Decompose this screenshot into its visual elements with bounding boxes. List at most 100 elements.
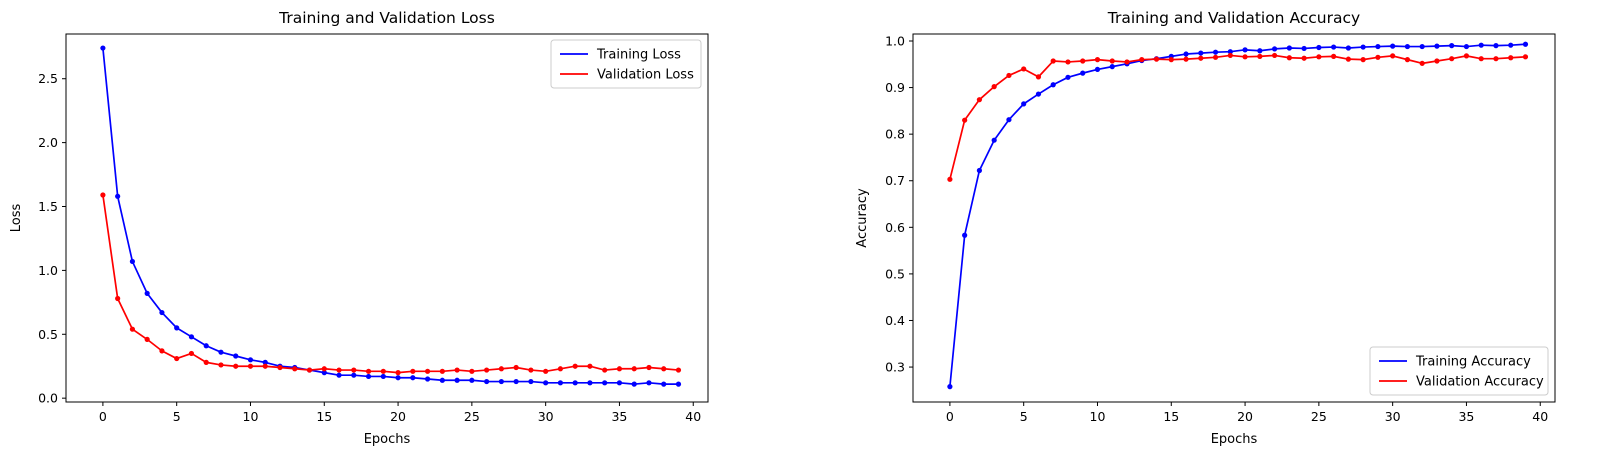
- data-point: [631, 381, 637, 387]
- data-point: [454, 367, 460, 373]
- data-point: [1360, 57, 1366, 63]
- data-point: [543, 380, 549, 386]
- x-tick-label: 25: [464, 409, 480, 424]
- data-point: [1478, 42, 1484, 48]
- x-tick-label: 30: [1385, 409, 1401, 424]
- data-point: [203, 359, 209, 365]
- data-point: [1080, 70, 1086, 76]
- data-point: [1139, 57, 1145, 63]
- data-point: [1463, 53, 1470, 59]
- x-tick-label: 35: [611, 409, 627, 424]
- data-point: [962, 117, 968, 123]
- x-tick-label: 10: [1090, 409, 1106, 424]
- legend-entry: Training Accuracy: [1415, 355, 1531, 370]
- data-point: [174, 355, 180, 362]
- data-point: [1493, 43, 1499, 49]
- legend: Training Loss Validation Loss: [550, 39, 702, 89]
- data-point: [1331, 44, 1337, 50]
- data-point: [513, 364, 519, 371]
- data-point: [528, 367, 534, 373]
- data-point: [424, 368, 431, 374]
- data-point: [218, 349, 224, 355]
- data-point: [1080, 58, 1086, 64]
- data-point: [424, 376, 431, 382]
- data-point: [1463, 43, 1470, 50]
- data-point: [1035, 74, 1042, 80]
- x-tick-label: 0: [946, 409, 954, 424]
- data-point: [247, 363, 254, 369]
- data-point: [1331, 53, 1337, 59]
- y-axis-label: Accuracy: [855, 188, 870, 248]
- data-point: [602, 367, 608, 373]
- data-point: [218, 362, 224, 368]
- data-point: [410, 368, 416, 374]
- data-point: [498, 378, 504, 385]
- data-point: [159, 348, 165, 354]
- y-tick-label: 1.0: [38, 263, 58, 278]
- data-point: [1050, 58, 1056, 64]
- data-point: [1212, 54, 1219, 60]
- data-point: [1390, 43, 1396, 49]
- chart-title: Training and Validation Loss: [278, 9, 495, 27]
- data-point: [991, 137, 997, 143]
- x-tick-label: 15: [1163, 409, 1179, 424]
- legend-box: [550, 39, 702, 89]
- y-tick-label: 0.6: [885, 220, 905, 235]
- data-point: [1094, 66, 1101, 73]
- data-point: [1419, 60, 1425, 66]
- data-point: [616, 366, 623, 372]
- data-point: [947, 384, 953, 390]
- data-point: [646, 380, 652, 386]
- data-point: [1478, 56, 1484, 62]
- x-axis-label: Epochs: [1211, 432, 1258, 447]
- data-point: [1168, 57, 1174, 63]
- data-point: [1449, 43, 1455, 49]
- x-tick-label: 35: [1458, 409, 1474, 424]
- data-point: [395, 370, 401, 376]
- data-point: [1508, 42, 1514, 48]
- data-point: [484, 378, 490, 385]
- data-point: [1153, 56, 1160, 62]
- x-tick-label: 0: [99, 409, 107, 424]
- x-tick-label: 5: [1020, 409, 1028, 424]
- legend: Training Accuracy Validation Accuracy: [1369, 346, 1549, 396]
- data-point: [321, 370, 327, 376]
- data-point: [1316, 44, 1322, 51]
- data-point: [306, 367, 313, 373]
- data-point: [1434, 43, 1440, 49]
- y-tick-label: 0.0: [38, 391, 58, 406]
- y-axis-label: Loss: [9, 204, 24, 233]
- data-point: [1242, 54, 1248, 60]
- data-point: [513, 378, 519, 385]
- data-point: [557, 366, 564, 372]
- data-point: [543, 368, 549, 374]
- data-point: [1419, 43, 1425, 50]
- data-point: [1345, 56, 1351, 62]
- data-point: [1493, 56, 1499, 62]
- plot-frame: [65, 33, 709, 403]
- chart-title: Training and Validation Accuracy: [1107, 9, 1360, 27]
- data-point: [484, 367, 490, 373]
- data-point: [439, 377, 445, 383]
- data-point: [365, 373, 372, 380]
- data-point: [365, 368, 372, 374]
- legend-entry: Validation Accuracy: [1416, 375, 1544, 390]
- series-validation-loss: [100, 192, 682, 376]
- x-tick-label: 40: [685, 409, 701, 424]
- x-tick-label: 20: [1237, 409, 1253, 424]
- data-point: [233, 353, 239, 359]
- data-point: [351, 372, 357, 378]
- data-point: [1522, 41, 1529, 47]
- x-tick-label: 5: [173, 409, 181, 424]
- legend-box: [1369, 346, 1549, 396]
- data-point: [557, 380, 564, 386]
- data-point: [1316, 54, 1322, 60]
- data-point: [1345, 45, 1351, 51]
- y-tick-label: 0.3: [885, 360, 905, 375]
- data-point: [188, 334, 195, 340]
- data-point: [174, 325, 180, 331]
- data-point: [976, 97, 983, 103]
- data-point: [1227, 52, 1233, 59]
- data-point: [602, 380, 608, 386]
